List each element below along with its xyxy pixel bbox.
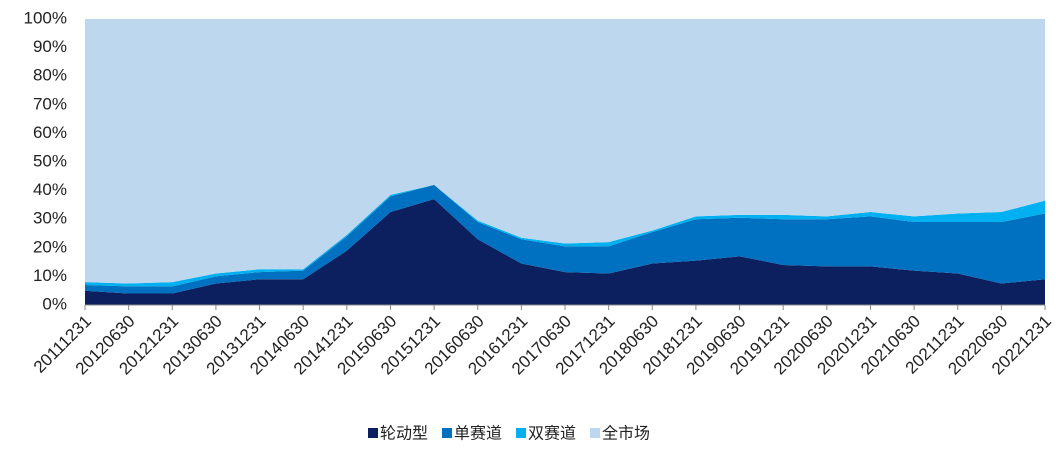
y-tick-label: 40% xyxy=(33,180,67,199)
legend-label: 全市场 xyxy=(602,424,650,443)
y-tick-label: 50% xyxy=(33,151,67,170)
y-tick-label: 60% xyxy=(33,123,67,142)
legend-label: 轮动型 xyxy=(380,424,428,443)
y-tick-label: 100% xyxy=(24,8,67,27)
area xyxy=(85,184,1045,294)
y-tick-label: 30% xyxy=(33,209,67,228)
y-tick-label: 70% xyxy=(33,94,67,113)
y-tick-label: 0% xyxy=(42,294,67,313)
legend-label: 双赛道 xyxy=(528,424,576,443)
area xyxy=(85,199,1045,305)
y-tick-label: 10% xyxy=(33,266,67,285)
y-tick-label: 90% xyxy=(33,37,67,56)
legend-swatch xyxy=(442,428,453,438)
area xyxy=(85,19,1045,284)
legend-swatch xyxy=(590,428,601,438)
legend-swatch xyxy=(368,428,378,438)
legend-swatch xyxy=(516,428,527,438)
y-tick-label: 20% xyxy=(33,237,67,256)
legend-label: 单赛道 xyxy=(454,424,502,443)
y-tick-label: 80% xyxy=(33,66,67,85)
